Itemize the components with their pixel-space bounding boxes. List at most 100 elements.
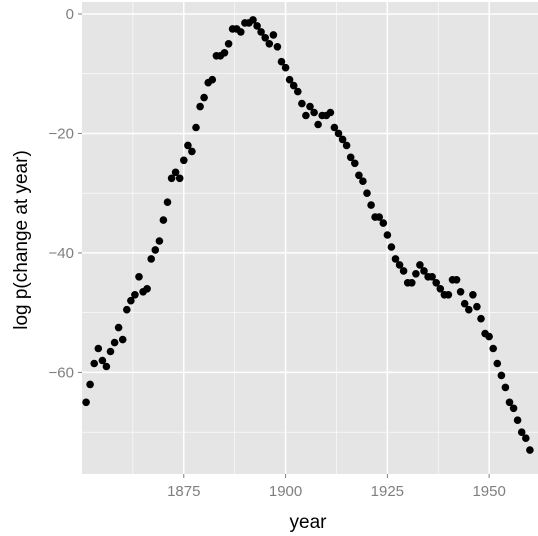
x-axis-ticks: 1875 1900 1925 1950	[167, 474, 506, 500]
y-tick-label: 0	[66, 6, 74, 23]
data-point	[159, 216, 168, 224]
y-tick-label: −60	[49, 364, 74, 381]
data-point	[289, 81, 298, 90]
data-point	[379, 219, 388, 227]
data-point	[509, 404, 518, 413]
data-point	[522, 434, 530, 443]
data-point	[485, 332, 493, 341]
data-point	[135, 273, 143, 281]
data-point	[123, 305, 131, 314]
data-point	[526, 446, 534, 454]
data-point	[196, 102, 204, 111]
data-point	[281, 63, 290, 72]
data-point	[180, 156, 188, 165]
data-point	[127, 296, 135, 305]
data-point	[200, 93, 208, 102]
data-point	[416, 261, 424, 269]
data-point	[342, 141, 351, 150]
data-point	[261, 34, 270, 42]
data-point	[469, 291, 477, 299]
data-point	[143, 285, 151, 293]
data-point	[102, 362, 111, 371]
data-point	[330, 123, 339, 132]
data-point	[452, 276, 461, 284]
data-point	[460, 299, 469, 308]
data-point	[465, 305, 473, 314]
data-point	[257, 28, 265, 36]
data-point	[428, 273, 436, 281]
data-point	[265, 40, 274, 48]
data-point	[489, 344, 498, 353]
data-point	[513, 416, 522, 425]
data-point	[456, 288, 465, 296]
data-point	[167, 174, 176, 183]
x-tick-label: 1900	[269, 483, 302, 500]
data-point	[106, 347, 115, 356]
data-point	[110, 338, 119, 347]
data-point	[338, 135, 347, 144]
data-point	[90, 359, 98, 368]
data-point	[192, 123, 200, 132]
data-point	[277, 57, 286, 66]
data-point	[253, 22, 261, 30]
data-point	[310, 108, 318, 117]
data-point	[473, 302, 481, 311]
data-point	[408, 279, 416, 287]
data-point	[326, 108, 335, 117]
data-point	[501, 383, 510, 392]
data-point	[285, 75, 294, 84]
data-point	[444, 291, 453, 299]
data-point	[94, 344, 103, 353]
data-point	[131, 291, 139, 299]
data-point	[314, 120, 322, 129]
data-point	[155, 237, 164, 245]
minor-gridlines	[82, 2, 538, 474]
data-point	[346, 153, 355, 162]
data-point	[477, 314, 485, 323]
data-point	[147, 255, 155, 263]
major-gridlines	[82, 2, 538, 474]
x-tick-label: 1875	[167, 483, 200, 500]
x-tick-label: 1950	[472, 483, 505, 500]
data-point	[387, 243, 396, 251]
data-point	[298, 99, 306, 108]
y-tick-label: −20	[49, 125, 74, 142]
data-point	[114, 323, 123, 332]
data-point	[171, 168, 180, 177]
data-point	[355, 171, 363, 180]
data-point	[367, 201, 375, 209]
data-point	[399, 267, 408, 275]
y-axis-ticks: 0 −20 −40 −60	[49, 6, 82, 381]
data-point	[269, 31, 278, 39]
data-point	[493, 359, 502, 368]
data-point	[363, 189, 371, 197]
data-point	[383, 231, 392, 239]
data-point	[391, 255, 400, 263]
data-point	[412, 270, 420, 278]
data-point	[184, 141, 192, 150]
data-point	[351, 159, 359, 168]
data-point	[432, 279, 441, 287]
data-point	[420, 267, 428, 275]
data-point	[273, 43, 282, 51]
data-point	[175, 174, 184, 183]
data-point	[395, 261, 404, 269]
y-axis-title: log p(change at year)	[11, 150, 32, 330]
data-point	[98, 356, 107, 365]
x-axis-title: year	[290, 512, 328, 533]
data-point	[220, 49, 229, 57]
data-point	[334, 129, 343, 138]
data-point	[151, 246, 160, 254]
data-point	[436, 285, 445, 293]
data-point	[163, 198, 172, 206]
data-point	[517, 428, 526, 437]
data-point	[82, 398, 90, 407]
plot-panel	[82, 2, 538, 474]
data-point	[505, 398, 514, 407]
data-point	[302, 111, 310, 120]
data-point	[359, 177, 367, 185]
data-point	[294, 87, 302, 96]
data-point	[497, 371, 506, 380]
data-point	[306, 102, 314, 111]
